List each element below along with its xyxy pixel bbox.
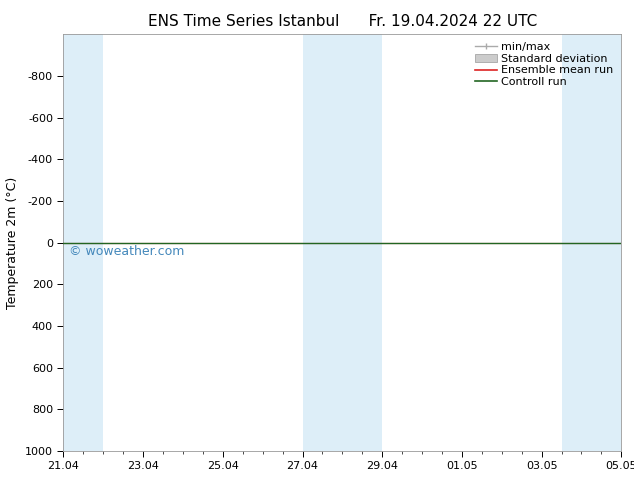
Title: ENS Time Series Istanbul      Fr. 19.04.2024 22 UTC: ENS Time Series Istanbul Fr. 19.04.2024 … [148,14,537,29]
Bar [562,34,621,451]
Legend: min/max, Standard deviation, Ensemble mean run, Controll run: min/max, Standard deviation, Ensemble me… [472,40,616,89]
Y-axis label: Temperature 2m (°C): Temperature 2m (°C) [6,176,20,309]
Bar [302,34,382,451]
Bar [63,34,103,451]
Text: © woweather.com: © woweather.com [69,245,184,258]
